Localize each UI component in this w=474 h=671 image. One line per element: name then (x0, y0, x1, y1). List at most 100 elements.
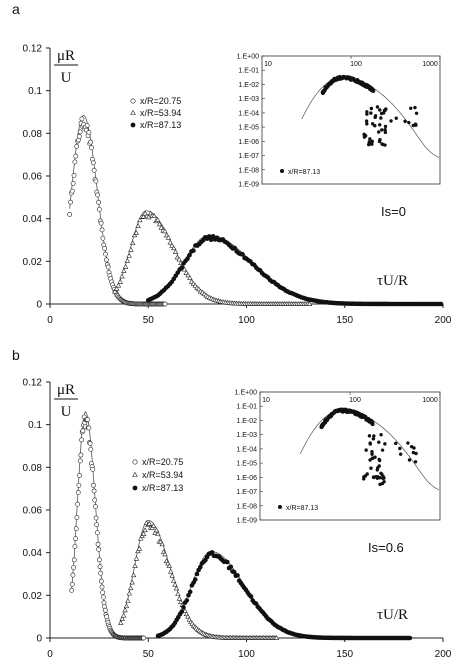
panel-a: a 0 0.02 0.04 0.06 0.08 0.1 0.12 0 50 100 150 200 μR U… (12, 1, 452, 326)
legend-label: x/R=87.13 (140, 120, 181, 130)
inset-data-point (403, 119, 407, 124)
model-curve (157, 551, 412, 639)
data-point (166, 563, 173, 568)
data-point (162, 301, 168, 307)
data-point (79, 116, 85, 122)
data-point (72, 159, 78, 165)
inset-data-point (383, 143, 387, 147)
x-tick-label: 150 (336, 649, 353, 660)
inset-data-point (412, 446, 416, 450)
data-point (131, 232, 138, 238)
data-point (184, 598, 190, 603)
data-point (208, 237, 214, 243)
data-point (162, 551, 168, 557)
data-point (167, 239, 173, 245)
legend-label: x/R=87.13 (142, 483, 183, 493)
inset-y-tick-label: 1.E-05 (236, 461, 257, 468)
data-point (69, 587, 75, 593)
inset-data-point (406, 441, 410, 445)
data-point (88, 139, 94, 145)
x-tick-label: 100 (238, 315, 255, 326)
inset-legend-marker (280, 169, 284, 173)
data-point (77, 458, 83, 464)
inset-x-tick-label: 10 (264, 61, 272, 68)
x-tick-label: 0 (47, 315, 53, 326)
data-point (179, 265, 184, 271)
data-point (126, 590, 133, 596)
inset-data-point (367, 434, 372, 438)
data-point (105, 264, 111, 270)
data-point (438, 301, 444, 307)
legend-marker (132, 471, 138, 477)
data-point (113, 285, 120, 291)
inset-y-tick-label: 1.E-06 (236, 475, 257, 482)
x-axis-label: τU/R (377, 273, 408, 289)
legend-label: x/R=20.75 (140, 96, 181, 106)
data-point (89, 145, 94, 151)
inset-y-tick-label: 1.E-03 (238, 96, 259, 103)
data-point (104, 257, 109, 263)
panel-letter: b (12, 347, 20, 363)
data-point (98, 220, 104, 226)
data-point (119, 273, 125, 279)
x-tick-label: 0 (47, 649, 53, 660)
data-point (67, 212, 73, 217)
inset-y-tick-label: 1.E-06 (238, 139, 259, 146)
y-tick-label: 0.12 (23, 44, 43, 55)
inset-data-point (379, 433, 383, 437)
data-point (112, 288, 118, 294)
inset-data-point (411, 450, 416, 455)
y-tick-label: 0.1 (28, 420, 42, 431)
legend-label: x/R=53.94 (142, 470, 183, 480)
panel-letter: a (12, 1, 20, 17)
inset-data-point (368, 458, 372, 462)
data-point (102, 607, 108, 613)
data-point (85, 417, 90, 422)
data-point (170, 577, 177, 583)
inset-data-point (362, 132, 366, 137)
inset-data-point (398, 446, 402, 451)
data-point (175, 591, 181, 596)
x-tick-label: 50 (143, 315, 155, 326)
data-point (155, 217, 161, 222)
inset-legend-label: x/R=87.13 (286, 505, 318, 512)
inset-data-point (413, 122, 418, 126)
inset-y-tick-label: 1.E-04 (238, 110, 259, 117)
y-tick-label: 0.06 (23, 172, 43, 183)
data-point (97, 207, 102, 212)
inset-data-point (368, 137, 372, 141)
y-tick-label: 0.02 (23, 591, 43, 602)
data-point (128, 585, 134, 591)
data-point (142, 210, 148, 216)
data-point (126, 252, 132, 258)
data-point (88, 446, 94, 452)
inset-x-tick-label: 1000 (422, 397, 438, 404)
data-point (123, 603, 130, 609)
data-point (118, 620, 124, 625)
data-point (71, 565, 76, 570)
inset-data-point (371, 88, 376, 93)
data-point (92, 497, 98, 503)
inset-data-point (389, 119, 393, 123)
inset-data-point (382, 480, 386, 484)
x-tick-label: 50 (143, 649, 155, 660)
inset-y-tick-label: 1.E-08 (236, 503, 257, 510)
inset-data-point (364, 448, 368, 452)
data-point (73, 536, 78, 542)
data-point (102, 246, 108, 251)
data-point (162, 228, 168, 234)
data-point (95, 541, 101, 547)
y-tick-label: 0.02 (23, 257, 43, 268)
data-point (206, 234, 212, 239)
inset-data-point (398, 452, 403, 456)
inset-data-point (362, 135, 367, 139)
x-tick-label: 200 (435, 315, 452, 326)
y-tick-label: 0 (36, 634, 42, 645)
data-point (77, 473, 82, 478)
data-point (96, 557, 102, 563)
x-tick-label: 200 (435, 649, 452, 660)
inset-y-tick-label: 1.E-03 (236, 432, 257, 439)
data-point (173, 585, 180, 591)
y-tick-label: 0.08 (23, 129, 43, 140)
